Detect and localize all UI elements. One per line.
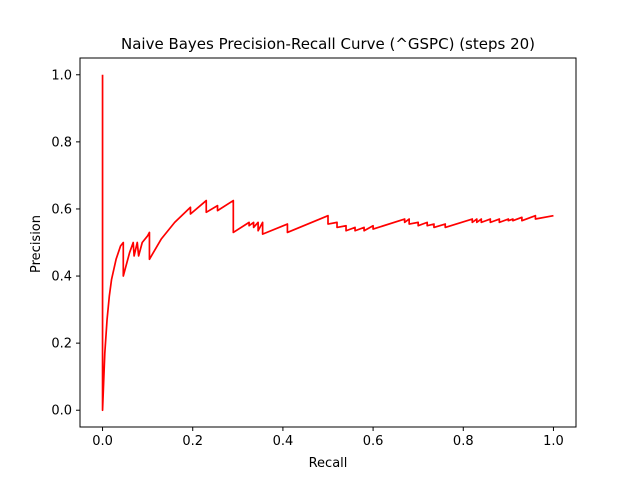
x-tick-label-1: 0.2	[182, 434, 203, 449]
x-tick-label-5: 1.0	[543, 434, 564, 449]
y-tick-label-4: 0.8	[51, 135, 72, 150]
y-tick-label-5: 1.0	[51, 68, 72, 83]
x-tick-label-3: 0.6	[363, 434, 384, 449]
y-tick-label-1: 0.2	[51, 337, 72, 352]
x-axis-label: Recall	[309, 456, 348, 471]
x-tick-label-0: 0.0	[92, 434, 113, 449]
y-tick-label-0: 0.0	[51, 404, 72, 419]
chart-title: Naive Bayes Precision-Recall Curve (^GSP…	[121, 35, 535, 53]
y-axis-label: Precision	[29, 215, 44, 273]
series-line-0	[101, 74, 554, 412]
axes-frame	[79, 57, 577, 428]
x-tick-label-4: 0.8	[453, 434, 474, 449]
y-tick-label-3: 0.6	[51, 202, 72, 217]
y-tick-label-2: 0.4	[51, 270, 72, 285]
x-tick-label-2: 0.4	[273, 434, 294, 449]
plot-area: 0.0 0.2 0.4 0.6 0.8 1.0 0.0 0.2 0.4 0.6 0.8 1.0	[51, 57, 577, 449]
